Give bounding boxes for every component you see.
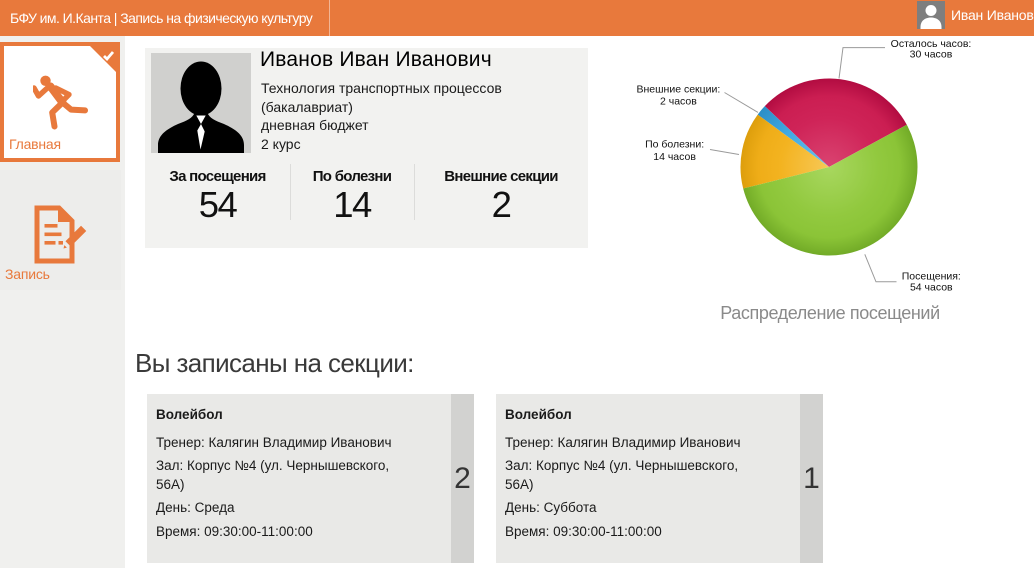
- svg-text:54 часов: 54 часов: [910, 282, 953, 294]
- svg-text:Внешние секции:: Внешние секции:: [636, 84, 720, 96]
- svg-text:2 часов: 2 часов: [660, 95, 697, 107]
- svg-text:30 часов: 30 часов: [910, 49, 953, 61]
- svg-text:Посещения:: Посещения:: [902, 270, 961, 282]
- svg-text:14 часов: 14 часов: [653, 151, 696, 163]
- svg-text:Осталось часов:: Осталось часов:: [891, 38, 972, 50]
- svg-text:По болезни:: По болезни:: [645, 139, 704, 151]
- svg-text:Распределение посещений: Распределение посещений: [720, 303, 939, 323]
